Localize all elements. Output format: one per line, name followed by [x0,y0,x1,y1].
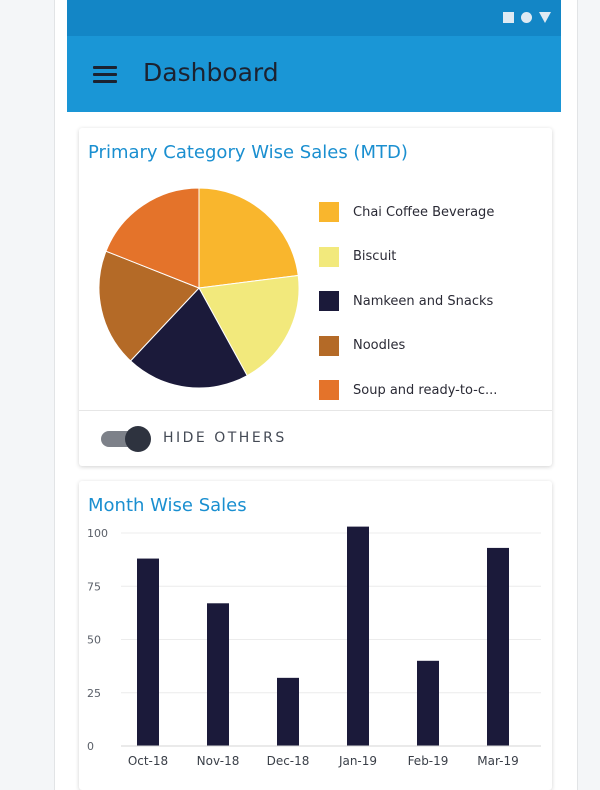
hide-others-label: HIDE OTHERS [163,430,287,446]
legend-label: Noodles [353,338,406,354]
x-tick-label: Feb-19 [408,754,449,768]
pie-slice-biscuit[interactable] [198,274,300,377]
category-pie-chart [98,187,300,389]
legend-swatch [319,246,339,267]
x-tick-label: Nov-18 [197,754,240,768]
legend-swatch [319,335,339,356]
hide-others-toggle[interactable] [101,426,151,452]
bar-dec-18[interactable] [277,677,299,746]
pie-slice-namkeen-and-snacks[interactable] [129,287,248,389]
month-sales-title: Month Wise Sales [88,495,247,516]
y-tick-label: 50 [87,634,101,647]
x-tick-label: Mar-19 [477,754,518,768]
card-divider [79,410,552,411]
pie-slice-soup-and-ready-to-c[interactable] [105,187,200,289]
pie-slice-chai-coffee-beverage[interactable] [198,187,299,289]
y-tick-label: 75 [87,580,101,593]
legend-label: Chai Coffee Beverage [353,204,495,220]
legend-item-soup-and-ready-to-c[interactable]: Soup and ready-to-c... [319,368,549,413]
bar-feb-19[interactable] [417,660,439,746]
circle-icon [521,12,532,23]
legend-item-chai-coffee-beverage[interactable]: Chai Coffee Beverage [319,190,549,235]
month-bar-chart: 0 25 50 75 100 Oct-18 Nov-18 Dec-18 Jan-19 Feb-19… [87,526,541,768]
legend-item-biscuit[interactable]: Biscuit [319,235,549,280]
bar-oct-18[interactable] [137,558,159,746]
menu-icon[interactable] [93,66,117,84]
bar-nov-18[interactable] [207,603,229,746]
pie-legend: Chai Coffee Beverage Biscuit Namkeen and S… [319,190,549,413]
legend-item-namkeen-and-snacks[interactable]: Namkeen and Snacks [319,279,549,324]
legend-label: Biscuit [353,249,397,265]
legend-item-noodles[interactable]: Noodles [319,324,549,369]
legend-label: Soup and ready-to-c... [353,382,498,398]
x-tick-label: Jan-19 [338,754,377,768]
y-tick-label: 25 [87,687,101,700]
category-sales-card: Primary Category Wise Sales (MTD) Chai C… [79,128,552,466]
page-title: Dashboard [143,58,279,87]
status-bar [67,0,561,36]
bar-mar-19[interactable] [487,547,509,746]
y-tick-label: 0 [87,740,94,753]
legend-label: Namkeen and Snacks [353,293,494,309]
square-icon [503,12,514,23]
y-tick-label: 100 [87,527,108,540]
legend-swatch [319,291,339,312]
triangle-icon [539,12,551,23]
category-sales-title: Primary Category Wise Sales (MTD) [88,142,408,163]
x-tick-label: Oct-18 [128,754,168,768]
legend-swatch [319,202,339,223]
month-sales-card: Month Wise Sales 0 25 50 75 100 Oct-18 Nov-18 D… [79,481,552,790]
legend-swatch [319,380,339,401]
app-bar: Dashboard [67,36,561,112]
bar-jan-19[interactable] [347,526,369,746]
x-tick-label: Dec-18 [267,754,310,768]
